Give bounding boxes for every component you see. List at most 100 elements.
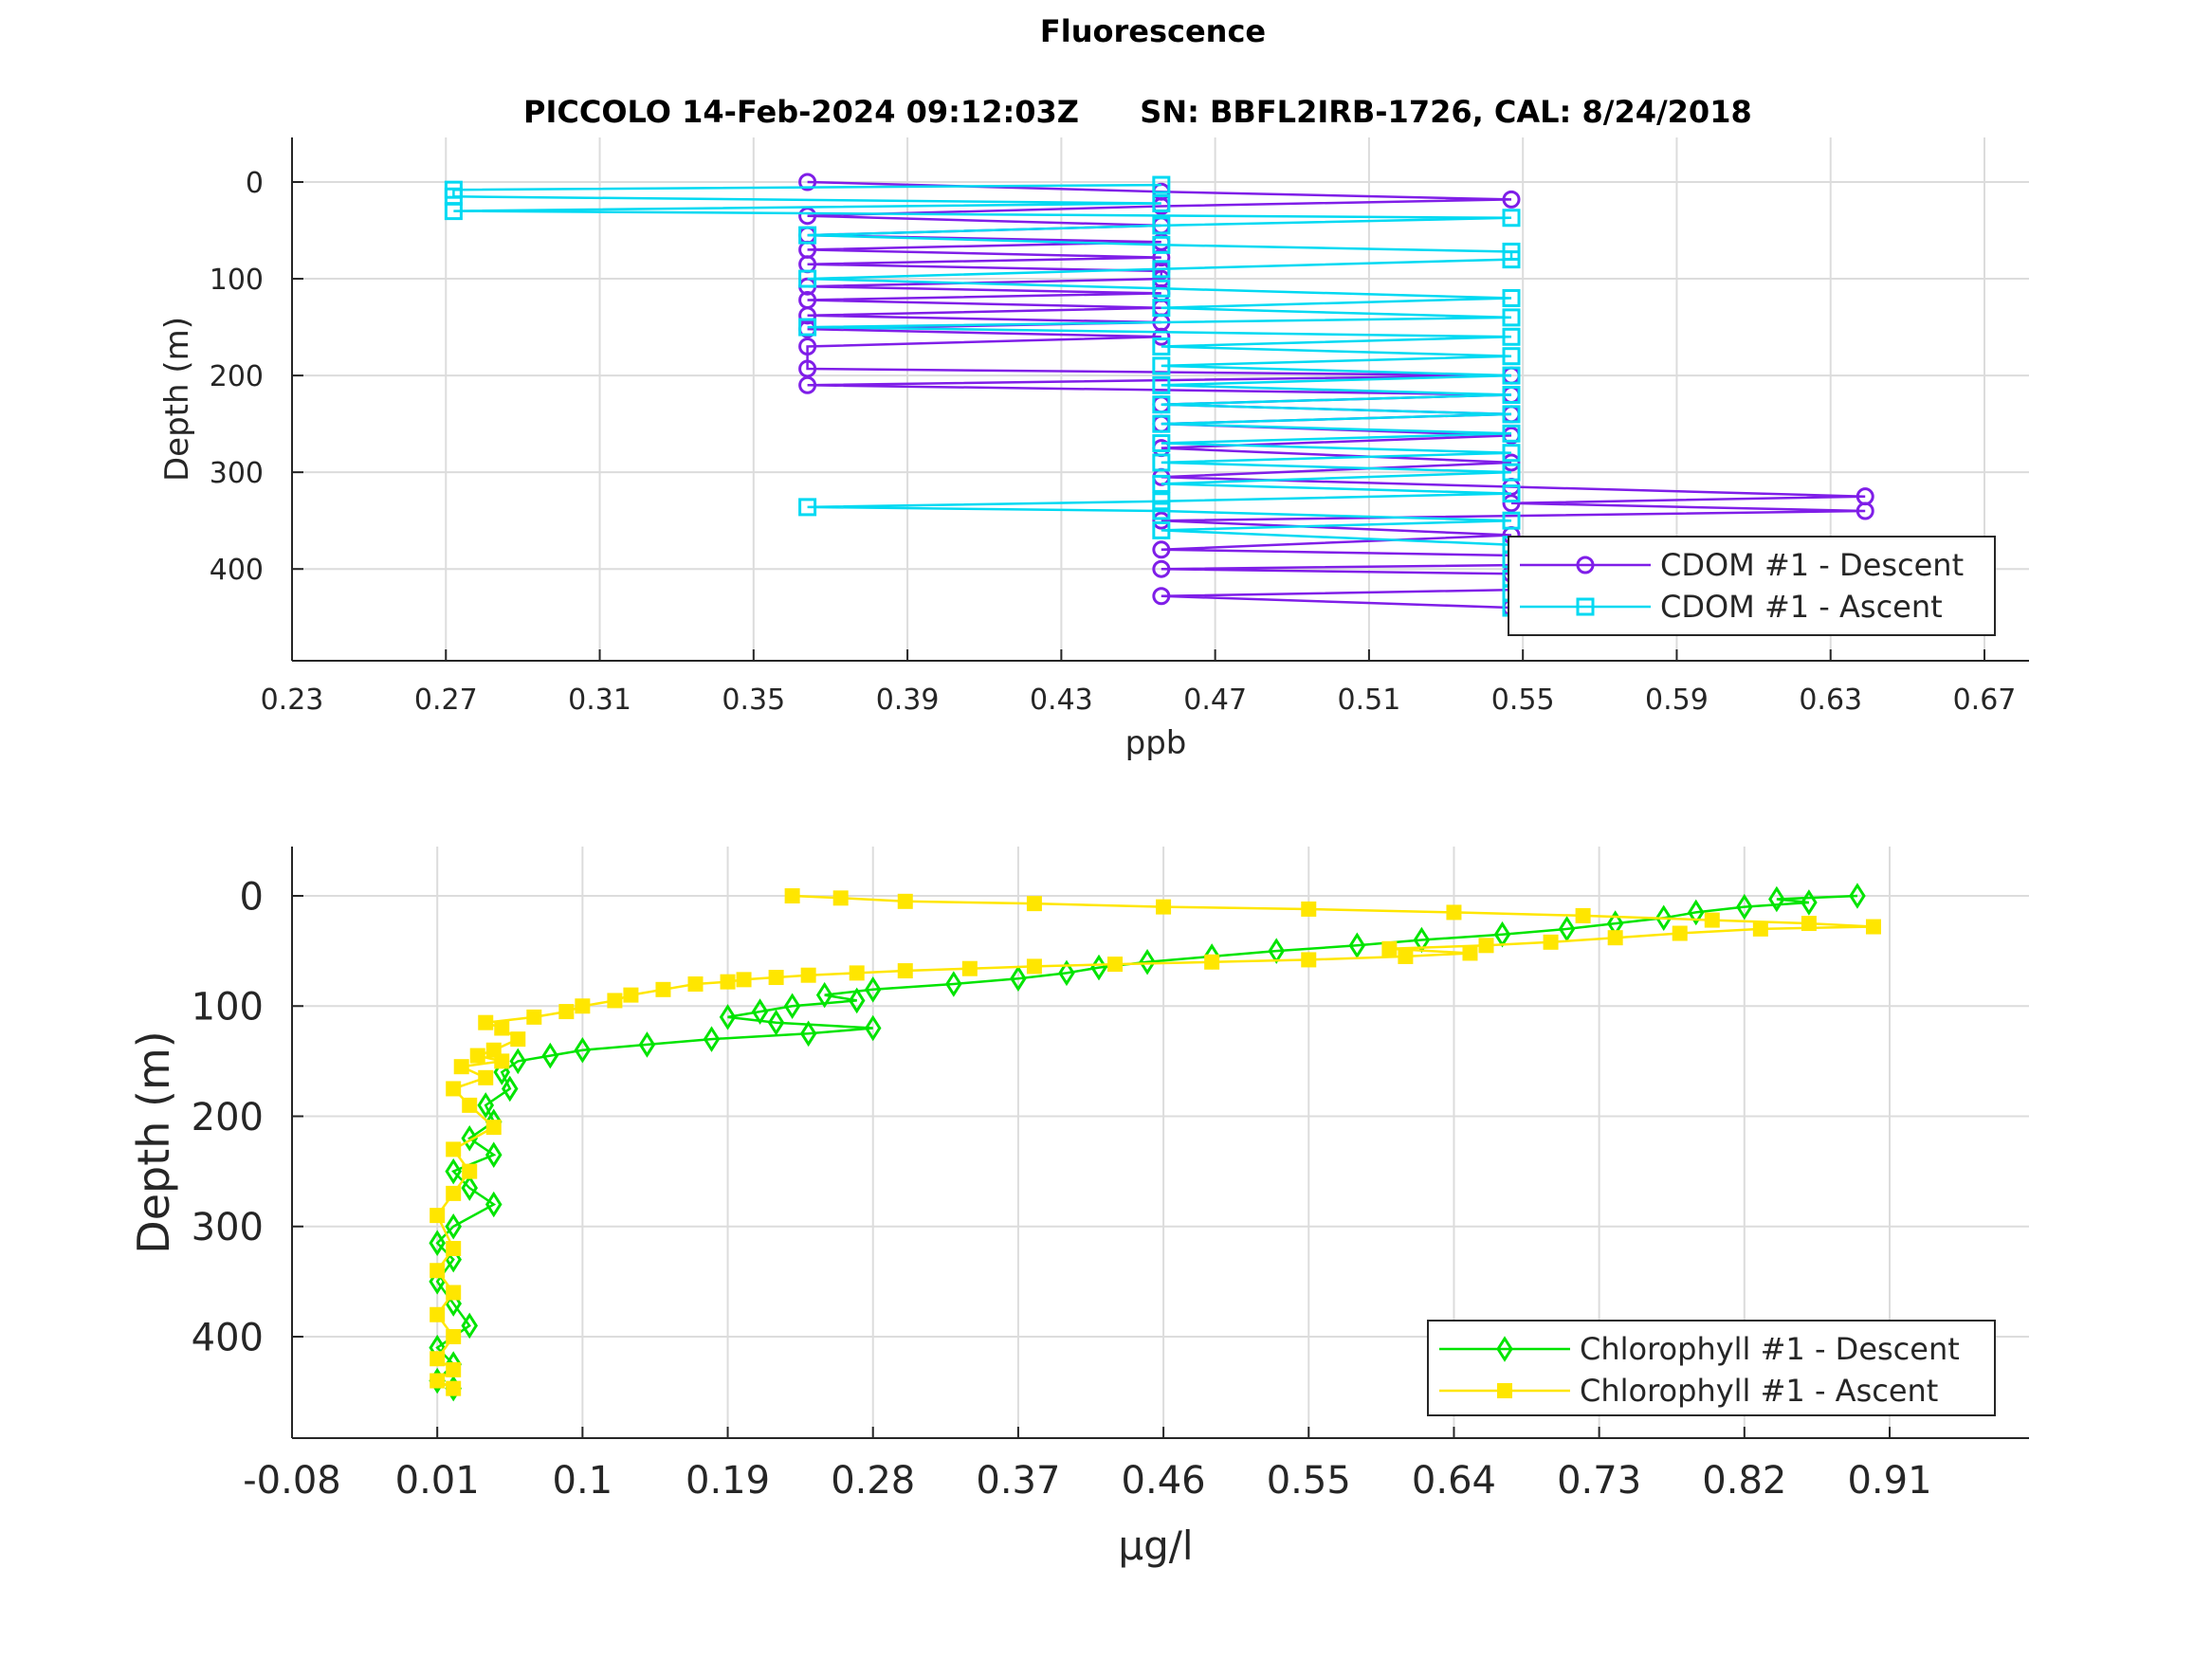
data-point <box>1152 216 1171 235</box>
data-point <box>832 890 849 906</box>
data-point <box>575 998 591 1014</box>
x-tick-label: 0.63 <box>1799 684 1862 717</box>
data-point <box>897 963 913 979</box>
data-point <box>485 1120 502 1136</box>
data-point <box>446 1285 462 1301</box>
data-point <box>798 269 817 288</box>
data-point <box>1543 934 1559 950</box>
data-point <box>430 1306 446 1322</box>
figure-subtitle-right: SN: BBFL2IRB-1726, CAL: 8/24/2018 <box>1140 94 1751 130</box>
data-point <box>1381 940 1398 957</box>
y-tick-label: 300 <box>192 1206 264 1249</box>
data-point <box>719 1004 737 1030</box>
data-point <box>800 967 816 983</box>
legend-marker <box>1497 1383 1512 1398</box>
data-point <box>1502 405 1521 424</box>
y-tick-label: 400 <box>210 554 264 587</box>
data-point <box>484 1191 503 1218</box>
data-point <box>1152 395 1171 414</box>
data-point <box>798 318 817 337</box>
data-point <box>1856 501 1874 520</box>
x-tick-label: 0.28 <box>831 1459 915 1503</box>
data-point <box>1152 375 1171 394</box>
data-point <box>945 971 962 997</box>
y-tick-label: 200 <box>210 360 264 393</box>
data-point <box>961 960 978 976</box>
data-point <box>798 337 817 356</box>
x-tick-label: 0.82 <box>1702 1459 1786 1503</box>
data-point <box>1152 279 1171 298</box>
data-point <box>720 974 736 990</box>
legend-label: CDOM #1 - Ascent <box>1660 589 1943 625</box>
data-point <box>1654 904 1673 932</box>
x-tick-label: 0.55 <box>1267 1459 1351 1503</box>
data-point <box>1752 921 1768 937</box>
data-point <box>453 1059 469 1075</box>
x-tick-label: 0.46 <box>1122 1459 1206 1503</box>
data-point <box>815 981 833 1009</box>
data-point <box>1152 235 1171 254</box>
data-point <box>484 1141 503 1168</box>
data-point <box>541 1042 559 1069</box>
data-point <box>1152 327 1171 346</box>
data-point <box>485 1042 502 1058</box>
data-point <box>1502 453 1521 472</box>
data-point <box>446 1141 462 1158</box>
data-point <box>798 306 817 325</box>
data-point <box>574 1036 592 1064</box>
data-point <box>1575 907 1591 923</box>
data-point <box>430 1373 446 1389</box>
legend-box <box>1427 1320 1996 1416</box>
y-tick-label: 100 <box>192 986 264 1030</box>
data-point <box>1152 587 1171 606</box>
data-point <box>1849 883 1866 909</box>
legend-marker <box>1576 556 1595 574</box>
x-tick-label: 0.27 <box>414 684 478 717</box>
data-point <box>1152 414 1171 433</box>
data-point <box>1502 511 1521 530</box>
x-axis-label: ppb <box>1125 724 1187 762</box>
data-point <box>510 1031 526 1048</box>
x-tick-label: 0.1 <box>553 1459 613 1503</box>
data-point <box>1204 954 1220 970</box>
x-tick-label: -0.08 <box>243 1459 341 1503</box>
data-point <box>1152 511 1171 530</box>
data-point <box>558 1004 575 1020</box>
data-point <box>478 1069 494 1085</box>
data-point <box>461 1124 479 1152</box>
data-point <box>430 1351 446 1367</box>
data-point <box>1152 501 1171 520</box>
data-point <box>1502 463 1521 482</box>
data-point <box>703 1026 721 1052</box>
data-point <box>1502 190 1521 209</box>
data-point <box>1107 957 1124 973</box>
data-point <box>607 993 623 1009</box>
data-point <box>1502 424 1521 443</box>
data-point <box>494 1053 510 1069</box>
chlorophyll-plot: -0.08 0.01 0.1 0.19 0.28 0.37 0.46 0.55 0.64 0.73… <box>128 847 2029 1569</box>
cdom-plot: 0.23 0.27 0.31 0.35 0.39 0.43 0.47 0.51 0.55 0.59… <box>158 137 2029 762</box>
data-point <box>798 375 817 394</box>
figure-subtitle-left: PICCOLO 14-Feb-2024 09:12:03Z <box>523 94 1079 130</box>
data-point <box>1502 308 1521 327</box>
data-point <box>1478 938 1494 954</box>
data-point <box>509 1048 527 1075</box>
data-point <box>799 1020 817 1048</box>
data-point <box>446 1329 462 1344</box>
data-point <box>1152 540 1171 559</box>
data-point <box>462 1097 478 1113</box>
x-tick-label: 0.47 <box>1183 684 1247 717</box>
x-tick-label: 0.64 <box>1412 1459 1496 1503</box>
y-tick-label: 100 <box>210 264 264 297</box>
series-line <box>435 894 1858 1390</box>
data-point <box>446 1380 462 1396</box>
data-point <box>494 1020 510 1036</box>
data-point <box>1672 925 1688 941</box>
data-point <box>1502 327 1521 346</box>
data-point <box>1152 453 1171 472</box>
figure-title: Fluorescence <box>1040 13 1266 49</box>
data-point <box>687 976 704 992</box>
legend-marker <box>1576 597 1595 616</box>
data-point <box>430 1263 446 1279</box>
